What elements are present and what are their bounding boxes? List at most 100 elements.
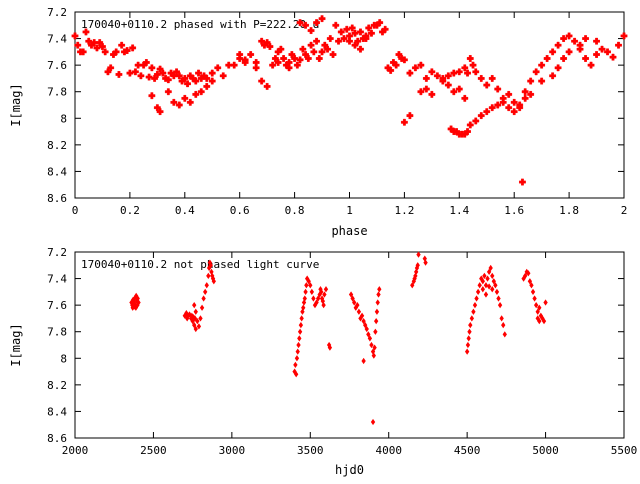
data-point	[472, 68, 480, 76]
data-point	[560, 35, 568, 42]
data-point	[170, 72, 178, 80]
data-point	[488, 104, 496, 112]
data-point	[291, 55, 298, 62]
data-point	[301, 304, 306, 311]
data-point	[193, 325, 198, 333]
data-point	[455, 68, 463, 76]
x-tick-label: 4000	[375, 444, 402, 457]
data-point	[371, 352, 376, 359]
data-point	[565, 48, 573, 56]
data-point	[201, 295, 206, 302]
x-tick-label: 3000	[219, 444, 246, 457]
data-point	[304, 282, 309, 289]
data-point	[422, 75, 430, 82]
data-point	[357, 28, 364, 36]
data-point	[364, 325, 369, 333]
data-point	[277, 45, 285, 53]
x-tick-label: 4500	[454, 444, 481, 457]
data-point	[197, 75, 205, 82]
data-series	[129, 251, 548, 426]
data-point	[477, 75, 485, 82]
data-point	[175, 72, 183, 80]
data-point	[362, 35, 370, 42]
data-point	[348, 291, 354, 298]
data-point	[543, 55, 551, 62]
data-point	[366, 331, 371, 338]
x-tick-label: 0	[72, 204, 79, 217]
data-point	[464, 348, 470, 355]
data-point	[361, 357, 366, 365]
x-tick-label: 0.2	[120, 204, 140, 217]
data-point	[313, 19, 320, 27]
data-point	[355, 302, 360, 309]
y-tick-label: 7.2	[47, 6, 67, 19]
data-point	[170, 98, 178, 106]
data-point	[356, 308, 362, 315]
data-point	[178, 77, 186, 85]
data-point	[79, 48, 87, 56]
x-tick-label: 2500	[140, 444, 167, 457]
data-point	[297, 328, 303, 335]
data-point	[323, 286, 329, 293]
x-tick-label: 0.8	[285, 204, 305, 217]
data-point	[296, 19, 304, 27]
data-point	[480, 286, 485, 293]
data-point	[192, 302, 197, 309]
data-point	[99, 43, 106, 50]
data-point	[466, 335, 471, 342]
data-point	[609, 53, 617, 61]
data-point	[527, 77, 535, 85]
data-point	[483, 108, 491, 116]
data-point	[494, 101, 502, 109]
data-point	[477, 282, 482, 289]
data-point	[203, 288, 208, 295]
data-point	[110, 51, 117, 58]
data-point	[186, 98, 194, 106]
data-point	[197, 88, 205, 96]
data-point	[494, 85, 502, 93]
x-tick-label: 1.6	[504, 204, 524, 217]
data-point	[455, 85, 463, 93]
data-point	[415, 262, 420, 269]
data-point	[192, 315, 198, 322]
data-point	[475, 288, 481, 295]
data-point	[195, 69, 202, 77]
data-point	[307, 27, 315, 34]
data-point	[480, 278, 485, 285]
data-point	[198, 315, 203, 322]
data-point	[519, 178, 526, 186]
x-tick-label: 1.2	[394, 204, 414, 217]
data-point	[538, 61, 546, 69]
data-point	[370, 418, 376, 426]
data-point	[82, 28, 90, 36]
data-point	[204, 282, 209, 289]
data-point	[620, 32, 628, 40]
data-point	[560, 55, 568, 62]
data-point	[433, 72, 441, 80]
data-point	[285, 64, 293, 72]
data-point	[137, 72, 145, 80]
data-point	[365, 24, 373, 32]
data-point	[466, 55, 474, 62]
data-point	[269, 61, 277, 69]
data-point	[549, 48, 557, 56]
data-point	[467, 328, 472, 335]
data-point	[359, 312, 365, 319]
data-point	[129, 44, 137, 52]
x-tick-label: 2000	[62, 444, 89, 457]
data-point	[376, 291, 381, 298]
data-point	[465, 341, 471, 349]
data-point	[466, 121, 474, 129]
data-point	[199, 304, 205, 311]
data-point	[332, 21, 340, 29]
data-point	[369, 341, 374, 349]
data-point	[372, 344, 377, 351]
data-point	[211, 278, 216, 285]
data-point	[368, 29, 375, 37]
data-point	[535, 308, 540, 315]
x-axis-label: hjd0	[335, 463, 364, 477]
data-point	[417, 61, 425, 69]
y-tick-label: 8.6	[47, 432, 67, 445]
data-point	[219, 72, 227, 80]
data-point	[474, 295, 479, 302]
